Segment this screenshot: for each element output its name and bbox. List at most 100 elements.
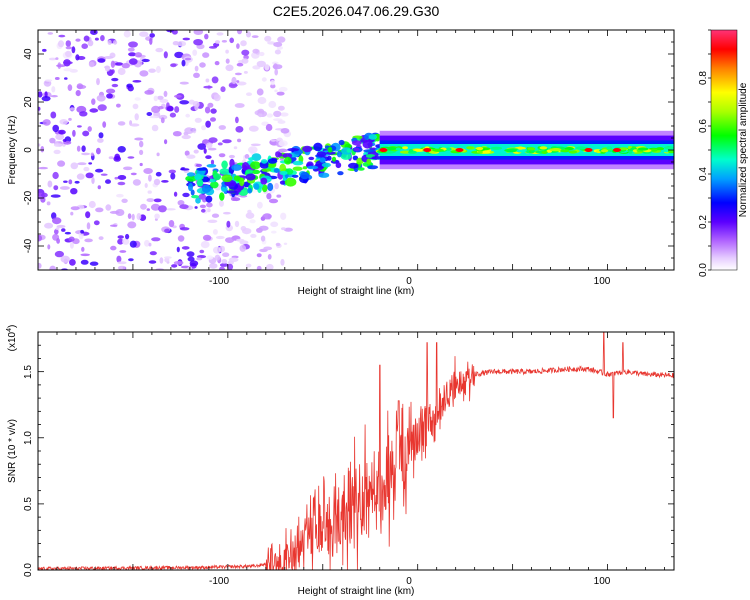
heatmap-cell — [271, 230, 277, 234]
heatmap-cell — [267, 182, 274, 192]
heatmap-cell — [96, 78, 100, 86]
heatmap-cell — [49, 265, 56, 270]
heatmap-cell — [148, 174, 152, 182]
heatmap-cell — [284, 156, 292, 165]
heatmap-cell — [201, 184, 211, 193]
heatmap-cell — [357, 167, 365, 171]
heatmap-cell — [258, 225, 269, 231]
heatmap-cell — [58, 129, 66, 135]
heatmap-cell — [38, 166, 48, 170]
heatmap-cell — [65, 40, 72, 47]
heatmap-cell — [144, 239, 150, 247]
heatmap-cell — [234, 220, 240, 228]
heatmap-cell — [402, 146, 408, 150]
heatmap-cell — [188, 182, 193, 192]
heatmap-cell — [62, 139, 67, 142]
heatmap-cell — [313, 142, 323, 152]
heatmap-cell — [153, 95, 158, 102]
heatmap-cell — [219, 168, 230, 175]
colorbar-tick-label: 0.4 — [698, 167, 709, 181]
heatmap-cell — [327, 155, 332, 161]
heatmap-cell — [195, 163, 202, 167]
heatmap-cell — [246, 92, 252, 96]
heatmap-cell — [122, 238, 130, 245]
colorbar-tick-label: 0.2 — [698, 215, 709, 229]
heatmap-cell — [261, 77, 267, 82]
heatmap-cell — [172, 131, 182, 137]
heatmap-cell — [65, 50, 72, 58]
heatmap-cell — [65, 46, 73, 50]
heatmap-cell — [444, 147, 452, 151]
heatmap-cell — [64, 231, 71, 235]
heatmap-cell — [268, 163, 277, 168]
heatmap-cell — [264, 35, 272, 42]
heatmap-cell — [111, 83, 119, 88]
heatmap-cell — [155, 171, 162, 177]
heatmap-peak — [379, 148, 388, 152]
heatmap-cell — [219, 266, 225, 270]
heatmap-cell — [490, 146, 503, 150]
heatmap-cell — [278, 148, 288, 153]
spectrogram-x-axis-label: Height of straight line (km) — [298, 286, 415, 297]
heatmap-cell — [601, 149, 609, 153]
heatmap-cell — [240, 40, 247, 47]
heatmap-cell — [38, 106, 41, 111]
heatmap-cell — [219, 192, 225, 201]
heatmap-cell — [44, 222, 54, 229]
heatmap-cell — [78, 232, 84, 240]
heatmap-cell — [352, 155, 359, 161]
heatmap-cell — [96, 94, 106, 102]
heatmap-cell — [41, 96, 51, 102]
heatmap-cell — [210, 117, 216, 122]
heatmap-cell — [213, 173, 222, 181]
snr-series-line — [38, 332, 674, 570]
heatmap-cell — [274, 49, 281, 55]
heatmap-cell — [42, 48, 47, 52]
heatmap-cell — [245, 263, 252, 268]
colorbar-label: Normalized spectral amplitude — [738, 82, 749, 217]
heatmap-cell — [81, 43, 88, 49]
heatmap-cell — [174, 51, 184, 59]
heatmap-cell — [98, 132, 104, 139]
heatmap-cell — [214, 254, 221, 261]
heatmap-cell — [181, 246, 190, 250]
heatmap-cell — [149, 33, 155, 38]
heatmap-cell — [225, 64, 234, 72]
heatmap-cell — [115, 62, 123, 66]
heatmap-cell — [280, 112, 289, 117]
heatmap-cell — [353, 147, 360, 152]
heatmap-cell — [134, 113, 139, 121]
heatmap-cell — [221, 186, 227, 192]
heatmap-cell — [218, 153, 226, 158]
heatmap-cell — [153, 198, 162, 203]
heatmap-cell — [241, 58, 249, 64]
heatmap-cell — [94, 37, 99, 41]
heatmap-cell — [59, 186, 70, 190]
snr-y-tick-label: 1.0 — [23, 431, 34, 445]
heatmap-cell — [206, 202, 213, 208]
heatmap-cell — [278, 86, 288, 92]
heatmap-cell — [134, 52, 142, 58]
heatmap-cell — [97, 58, 106, 63]
heatmap-cell — [338, 139, 345, 146]
heatmap-cell — [173, 261, 184, 265]
heatmap-cell — [70, 188, 78, 195]
heatmap-cell — [168, 169, 176, 174]
heatmap-cell — [245, 212, 255, 219]
heatmap-cell — [85, 172, 94, 179]
heatmap-cell — [154, 213, 160, 219]
heatmap-cell — [270, 79, 275, 86]
snr-multiplier-base: (x10 — [7, 331, 18, 351]
heatmap-cell — [274, 182, 279, 190]
heatmap-cell — [234, 72, 242, 76]
heatmap-cell — [235, 126, 244, 133]
heatmap-cell — [196, 167, 208, 171]
heatmap-cell — [117, 175, 127, 180]
heatmap-cell — [203, 85, 213, 89]
heatmap-cell — [80, 259, 89, 265]
heatmap-cell — [139, 31, 149, 37]
heatmap-cell — [151, 124, 159, 132]
heatmap-cell — [186, 251, 195, 257]
spectrogram-y-ticks-labels: -40 -20 0 20 40 — [23, 48, 34, 253]
heatmap-cell — [148, 68, 156, 73]
